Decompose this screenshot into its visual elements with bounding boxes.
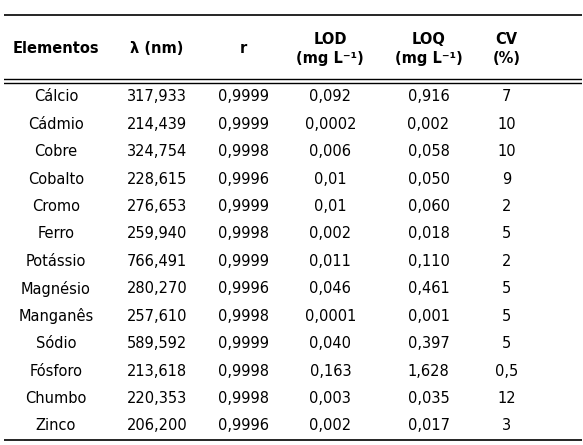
Text: 0,040: 0,040 <box>310 336 352 351</box>
Text: 0,9999: 0,9999 <box>218 336 269 351</box>
Text: 280,270: 280,270 <box>127 281 188 296</box>
Text: Sódio: Sódio <box>36 336 76 351</box>
Text: 0,001: 0,001 <box>408 309 449 324</box>
Text: 0,9999: 0,9999 <box>218 117 269 132</box>
Text: CV
(%): CV (%) <box>493 32 521 66</box>
Text: 0,9998: 0,9998 <box>218 391 269 406</box>
Text: 0,092: 0,092 <box>310 89 352 105</box>
Text: 5: 5 <box>502 309 511 324</box>
Text: 257,610: 257,610 <box>127 309 187 324</box>
Text: LOQ
(mg L⁻¹): LOQ (mg L⁻¹) <box>395 32 462 66</box>
Text: Elementos: Elementos <box>13 41 99 57</box>
Text: 0,01: 0,01 <box>314 172 347 186</box>
Text: 766,491: 766,491 <box>127 254 187 269</box>
Text: 12: 12 <box>497 391 516 406</box>
Text: Cálcio: Cálcio <box>34 89 78 105</box>
Text: Potássio: Potássio <box>26 254 86 269</box>
Text: 214,439: 214,439 <box>127 117 187 132</box>
Text: 0,006: 0,006 <box>310 144 352 159</box>
Text: 0,002: 0,002 <box>408 117 449 132</box>
Text: 10: 10 <box>497 144 516 159</box>
Text: 0,9998: 0,9998 <box>218 227 269 242</box>
Text: 0,0002: 0,0002 <box>304 117 356 132</box>
Text: 0,018: 0,018 <box>408 227 449 242</box>
Text: 0,050: 0,050 <box>408 172 449 186</box>
Text: Magnésio: Magnésio <box>21 281 91 297</box>
Text: 0,9999: 0,9999 <box>218 199 269 214</box>
Text: 0,163: 0,163 <box>310 364 351 379</box>
Text: 228,615: 228,615 <box>127 172 187 186</box>
Text: 0,9996: 0,9996 <box>218 172 269 186</box>
Text: 10: 10 <box>497 117 516 132</box>
Text: 5: 5 <box>502 281 511 296</box>
Text: 5: 5 <box>502 336 511 351</box>
Text: 589,592: 589,592 <box>127 336 187 351</box>
Text: 0,058: 0,058 <box>408 144 449 159</box>
Text: 0,002: 0,002 <box>310 227 352 242</box>
Text: Chumbo: Chumbo <box>25 391 87 406</box>
Text: 0,9998: 0,9998 <box>218 144 269 159</box>
Text: Cádmio: Cádmio <box>28 117 84 132</box>
Text: 0,002: 0,002 <box>310 418 352 433</box>
Text: 9: 9 <box>502 172 511 186</box>
Text: 2: 2 <box>502 199 511 214</box>
Text: 0,035: 0,035 <box>408 391 449 406</box>
Text: Cobalto: Cobalto <box>28 172 84 186</box>
Text: Manganês: Manganês <box>19 308 94 324</box>
Text: Cobre: Cobre <box>34 144 78 159</box>
Text: Cromo: Cromo <box>32 199 80 214</box>
Text: 0,397: 0,397 <box>408 336 449 351</box>
Text: 5: 5 <box>502 227 511 242</box>
Text: 324,754: 324,754 <box>127 144 187 159</box>
Text: 0,0001: 0,0001 <box>305 309 356 324</box>
Text: 0,9998: 0,9998 <box>218 364 269 379</box>
Text: LOD
(mg L⁻¹): LOD (mg L⁻¹) <box>297 32 364 66</box>
Text: 0,046: 0,046 <box>310 281 352 296</box>
Text: Ferro: Ferro <box>37 227 75 242</box>
Text: 0,916: 0,916 <box>408 89 449 105</box>
Text: 213,618: 213,618 <box>127 364 187 379</box>
Text: 0,9996: 0,9996 <box>218 418 269 433</box>
Text: 276,653: 276,653 <box>127 199 187 214</box>
Text: 0,011: 0,011 <box>310 254 352 269</box>
Text: 0,060: 0,060 <box>408 199 449 214</box>
Text: 317,933: 317,933 <box>127 89 187 105</box>
Text: 0,017: 0,017 <box>408 418 449 433</box>
Text: Zinco: Zinco <box>36 418 76 433</box>
Text: 206,200: 206,200 <box>127 418 188 433</box>
Text: 220,353: 220,353 <box>127 391 187 406</box>
Text: 0,003: 0,003 <box>310 391 352 406</box>
Text: 0,9996: 0,9996 <box>218 281 269 296</box>
Text: 0,01: 0,01 <box>314 199 347 214</box>
Text: 0,9999: 0,9999 <box>218 89 269 105</box>
Text: 0,9999: 0,9999 <box>218 254 269 269</box>
Text: 0,461: 0,461 <box>408 281 449 296</box>
Text: 3: 3 <box>502 418 511 433</box>
Text: r: r <box>240 41 247 57</box>
Text: Fósforo: Fósforo <box>30 364 83 379</box>
Text: 2: 2 <box>502 254 511 269</box>
Text: 259,940: 259,940 <box>127 227 187 242</box>
Text: λ (nm): λ (nm) <box>131 41 184 57</box>
Text: 1,628: 1,628 <box>408 364 449 379</box>
Text: 0,110: 0,110 <box>408 254 449 269</box>
Text: 7: 7 <box>502 89 511 105</box>
Text: 0,5: 0,5 <box>495 364 518 379</box>
Text: 0,9998: 0,9998 <box>218 309 269 324</box>
